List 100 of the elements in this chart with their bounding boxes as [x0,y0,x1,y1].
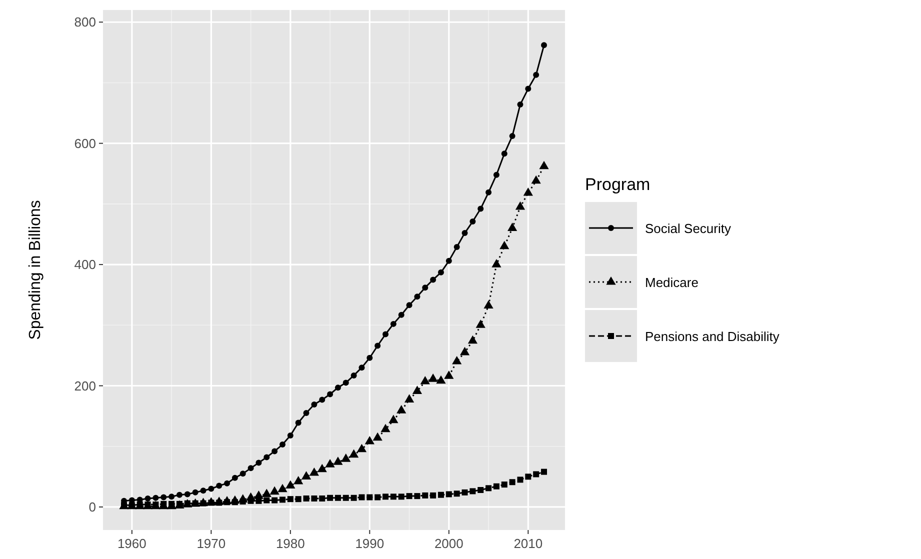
point [208,486,214,492]
point [436,375,446,384]
point [507,222,518,231]
point [286,480,296,489]
point [460,346,470,356]
point [374,342,381,349]
point [317,464,327,472]
point [492,258,502,268]
point [311,495,318,502]
point [287,432,294,438]
point [200,500,206,506]
point [232,499,238,506]
y-tick-label: 200 [74,378,96,394]
point [382,331,389,338]
point [517,102,524,108]
point [414,493,420,500]
point [454,244,460,250]
point [350,494,357,501]
point [311,402,318,408]
point [342,494,349,501]
point [509,133,516,140]
point [327,494,334,501]
point [270,486,280,495]
x-tick-label: 1990 [355,536,384,551]
point [200,488,206,494]
legend-label: Medicare [645,275,698,290]
point [366,494,373,500]
point [334,494,341,501]
point [168,494,175,500]
point [476,320,486,328]
point [256,460,262,466]
point [301,471,312,480]
point [272,497,278,504]
point [287,496,294,502]
point [454,490,460,497]
point [208,500,214,506]
point [501,150,508,157]
point [523,187,533,196]
point [309,467,319,476]
point [462,230,468,236]
point [334,384,341,391]
point [478,487,484,493]
point [388,414,398,424]
point [160,494,167,500]
point [430,276,436,283]
point [358,364,365,371]
point [509,479,516,486]
point [541,468,547,475]
point [319,495,326,502]
point [356,444,367,452]
point [350,372,357,378]
point [470,488,476,494]
point [444,370,454,379]
point [531,175,541,184]
point [294,476,304,484]
point [486,189,492,196]
point [420,376,430,384]
point [184,491,190,498]
point [279,496,286,503]
point [412,386,422,394]
point [264,497,270,504]
point [232,474,238,481]
point [216,500,222,506]
point [422,284,428,291]
point [358,494,365,500]
x-tick-label: 1970 [196,536,226,551]
point [462,489,468,496]
point [398,494,404,500]
point [390,320,396,327]
point [366,354,373,361]
point [303,410,310,416]
point [364,436,374,444]
point [272,448,278,454]
point [428,374,438,382]
point [380,424,390,432]
point [430,492,436,498]
point [248,498,254,504]
point [176,492,182,498]
point [493,172,500,178]
y-axis-title: Spending in Billions [27,200,44,340]
point [192,489,198,496]
point [248,465,254,472]
point [452,356,462,364]
point [515,201,526,210]
point [438,492,444,498]
x-tick-label: 2010 [514,536,543,551]
point [484,300,494,309]
point [372,432,382,441]
y-tick-label: 0 [88,499,96,514]
point [422,492,428,498]
point [414,294,420,300]
point [303,495,310,502]
point [404,394,414,402]
point [446,491,452,498]
point [446,258,452,264]
point [278,484,288,492]
legend-title: Program [585,175,650,194]
y-tick-label: 800 [74,14,96,30]
point [438,269,444,276]
point [541,42,547,48]
